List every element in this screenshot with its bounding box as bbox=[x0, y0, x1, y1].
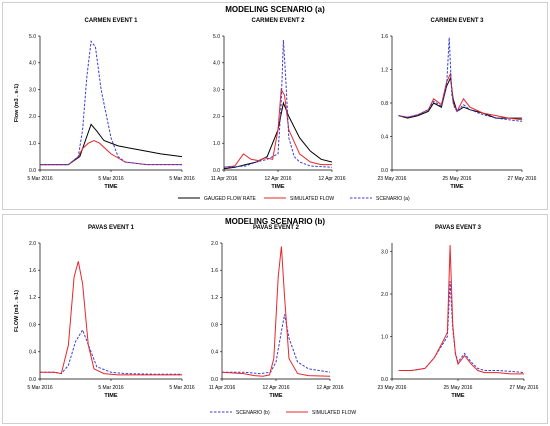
x-tick-label: 5 Mar 2016 bbox=[98, 385, 124, 391]
series-line bbox=[222, 314, 331, 375]
y-tick-label: 1.2 bbox=[211, 295, 218, 301]
legend-label: GAUGED FLOW RATE bbox=[204, 196, 257, 202]
chart-2: CARMEN EVENT 2 0.0 1.0 2.0 3.0 4.0 5.0 11 Apr 2… bbox=[211, 18, 346, 190]
series-line bbox=[40, 261, 182, 376]
chart-1: CARMEN EVENT 1 0.0 1.0 2.0 3.0 4.0 5.0 5 Mar 20… bbox=[14, 18, 195, 190]
y-tick-label: 0.8 bbox=[381, 101, 388, 107]
y-tick-label: 1.2 bbox=[29, 295, 36, 301]
x-tick-label: 27 May 2016 bbox=[508, 176, 537, 182]
legend: GAUGED FLOW RATE SIMULATED FLOW SCENARIO (… bbox=[178, 196, 410, 202]
chart-title: CARMEN EVENT 3 bbox=[430, 18, 484, 24]
x-tick-label: 27 May 2016 bbox=[510, 385, 539, 391]
y-tick-label: 1.6 bbox=[211, 268, 218, 274]
chart-4: PAVAS EVENT 1 0.0 0.4 0.8 1.2 1.6 2.0 5 Mar 201… bbox=[14, 225, 195, 399]
y-tick-label: 4.0 bbox=[213, 61, 220, 67]
x-tick-label: 25 May 2016 bbox=[443, 176, 472, 182]
x-tick-label: 11 Apr 2016 bbox=[209, 385, 236, 391]
x-axis-label: TIME bbox=[451, 393, 464, 399]
series-line bbox=[398, 281, 525, 374]
y-tick-label: 0.0 bbox=[29, 168, 36, 174]
chart-title: PAVAS EVENT 2 bbox=[253, 225, 300, 231]
x-axis-label: TIME bbox=[269, 393, 282, 399]
y-tick-label: 0.0 bbox=[213, 168, 220, 174]
x-tick-label: 23 May 2016 bbox=[378, 385, 407, 391]
chart-title: CARMEN EVENT 1 bbox=[84, 18, 138, 24]
chart-3: CARMEN EVENT 3 0.0 0.4 0.8 1.2 1.6 23 May 2016… bbox=[378, 18, 537, 190]
x-axis-label: TIME bbox=[271, 184, 284, 190]
y-tick-label: 5.0 bbox=[213, 34, 220, 40]
y-tick-label: 0.0 bbox=[211, 377, 218, 383]
y-tick-label: 0.0 bbox=[381, 168, 388, 174]
series-line bbox=[40, 40, 182, 166]
series-line bbox=[221, 246, 331, 377]
x-tick-label: 5 Mar 2016 bbox=[169, 176, 195, 182]
y-tick-label: 0.8 bbox=[29, 322, 36, 328]
y-tick-label: 1.0 bbox=[213, 141, 220, 147]
scenario-a-panel: MODELING SCENARIO (a) bbox=[2, 2, 548, 210]
legend: SCENARIO (b) SIMULATED FLOW bbox=[210, 410, 356, 416]
legend-label: SIMULATED FLOW bbox=[290, 196, 334, 202]
chart-5: PAVAS EVENT 2 0.0 0.4 0.8 1.2 1.6 2.0 11 Apr 20… bbox=[209, 225, 344, 399]
x-tick-label: 11 Apr 2016 bbox=[211, 176, 238, 182]
y-tick-label: 2.0 bbox=[381, 292, 388, 298]
x-tick-label: 23 May 2016 bbox=[378, 176, 407, 182]
y-tick-label: 3.0 bbox=[213, 87, 220, 93]
y-tick-label: 1.6 bbox=[29, 268, 36, 274]
x-tick-label: 25 May 2016 bbox=[444, 385, 473, 391]
scenario-b-panel: MODELING SCENARIO (b) bbox=[2, 214, 548, 424]
legend-label: SIMULATED FLOW bbox=[312, 410, 356, 416]
series-line bbox=[40, 139, 182, 166]
series-line bbox=[398, 245, 524, 375]
x-tick-label: 5 Mar 2016 bbox=[169, 385, 195, 391]
y-tick-label: 1.6 bbox=[381, 34, 388, 40]
y-tick-label: 2.0 bbox=[29, 241, 36, 247]
y-tick-label: 1.0 bbox=[381, 334, 388, 340]
x-tick-label: 12 Apr 2016 bbox=[317, 385, 344, 391]
series-line bbox=[398, 76, 522, 119]
series-line bbox=[40, 328, 182, 375]
legend-label: SCENARIO (b) bbox=[236, 410, 270, 416]
y-tick-label: 2.0 bbox=[211, 241, 218, 247]
y-tick-label: 2.0 bbox=[213, 114, 220, 120]
y-tick-label: 0.8 bbox=[211, 322, 218, 328]
y-tick-label: 3.0 bbox=[29, 87, 36, 93]
x-axis-label: TIME bbox=[104, 393, 117, 399]
scenario-a-title: MODELING SCENARIO (a) bbox=[225, 5, 325, 14]
series-line bbox=[398, 71, 523, 121]
series-line bbox=[398, 37, 523, 122]
y-tick-label: 0.4 bbox=[211, 350, 218, 356]
y-tick-label: 2.0 bbox=[29, 114, 36, 120]
x-axis-label: TIME bbox=[104, 184, 117, 190]
x-tick-label: 12 Apr 2016 bbox=[319, 176, 346, 182]
chart-title: PAVAS EVENT 1 bbox=[88, 225, 135, 231]
x-tick-label: 5 Mar 2016 bbox=[27, 176, 53, 182]
y-tick-label: 4.0 bbox=[29, 61, 36, 67]
x-tick-label: 5 Mar 2016 bbox=[27, 385, 53, 391]
x-axis-label: TIME bbox=[450, 184, 463, 190]
series-line bbox=[223, 39, 333, 168]
chart-title: CARMEN EVENT 2 bbox=[251, 18, 305, 24]
y-tick-label: 1.2 bbox=[381, 67, 388, 73]
y-axis-label: Flow (m3 . s-1) bbox=[14, 84, 20, 122]
y-tick-label: 0.4 bbox=[381, 134, 388, 140]
chart-title: PAVAS EVENT 3 bbox=[435, 225, 482, 231]
x-tick-label: 12 Apr 2016 bbox=[263, 385, 290, 391]
y-tick-label: 5.0 bbox=[29, 34, 36, 40]
x-tick-label: 5 Mar 2016 bbox=[98, 176, 124, 182]
y-tick-label: 0.0 bbox=[381, 377, 388, 383]
legend-label: SCENARIO (a) bbox=[376, 196, 410, 202]
y-tick-label: 3.0 bbox=[381, 249, 388, 255]
series-line bbox=[40, 123, 183, 166]
chart-6: PAVAS EVENT 3 0.0 1.0 2.0 3.0 23 May 2016 25 M… bbox=[378, 225, 539, 399]
x-tick-label: 12 Apr 2016 bbox=[265, 176, 292, 182]
scenario-b-title: MODELING SCENARIO (b) bbox=[225, 217, 325, 226]
y-tick-label: 0.4 bbox=[29, 350, 36, 356]
y-tick-label: 1.0 bbox=[29, 141, 36, 147]
y-tick-label: 0.0 bbox=[29, 377, 36, 383]
series-line bbox=[223, 88, 332, 168]
y-axis-label: FLOW (m3 . s-1) bbox=[14, 290, 20, 332]
